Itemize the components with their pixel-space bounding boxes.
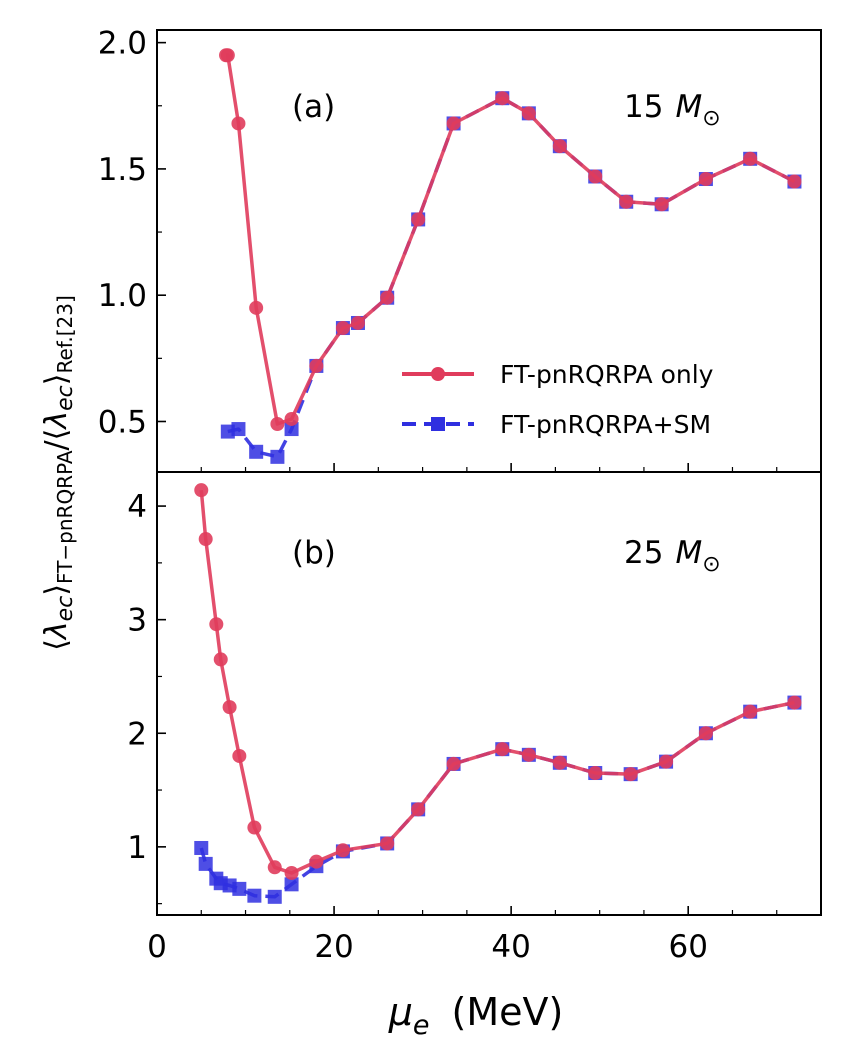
point-ft-only <box>588 169 603 184</box>
mass-number: 25 <box>624 535 663 571</box>
mass-symbol: M <box>675 535 702 571</box>
legend-marker-ft-only <box>431 367 445 381</box>
point-ft-only <box>380 836 395 851</box>
legend: FT-pnRQRPA only FT-pnRQRPA+SM <box>402 360 714 439</box>
legend-label-ft-sm: FT-pnRQRPA+SM <box>500 410 711 439</box>
point-ft-only <box>335 843 350 858</box>
legend-marker-ft-sm <box>431 417 445 431</box>
point-ft-only <box>284 411 299 426</box>
mass-subscript: ⊙ <box>702 552 720 577</box>
point-ft-only <box>335 321 350 336</box>
y-tick-label: 1.0 <box>98 278 147 314</box>
point-ft-only <box>698 172 713 187</box>
point-ft-only <box>787 174 802 189</box>
point-ft-only <box>309 854 324 869</box>
y-tick-label: 1 <box>127 830 147 866</box>
point-ft-only <box>743 704 758 719</box>
plot-area <box>219 48 802 464</box>
point-ft-only <box>249 300 264 315</box>
point-ft-only <box>309 358 324 373</box>
y-tick-label: 2 <box>127 716 147 752</box>
panel-b-label: (b) <box>292 535 336 571</box>
plot-area <box>194 483 802 904</box>
x-axis-symbol: μ <box>388 990 413 1034</box>
point-ft-only <box>231 116 246 131</box>
plot-frame <box>156 471 822 916</box>
x-tick-label: 40 <box>491 929 530 965</box>
point-ft-only <box>521 106 536 121</box>
point-ft-only <box>552 139 567 154</box>
point-ft-only <box>698 726 713 741</box>
point-ft-only <box>588 766 603 781</box>
point-ft-sm <box>194 840 209 855</box>
point-ft-only <box>267 860 282 875</box>
point-ft-sm <box>284 422 299 437</box>
point-ft-only <box>220 48 235 63</box>
point-ft-sm <box>231 422 246 437</box>
point-ft-only <box>659 754 674 769</box>
mass-subscript: ⊙ <box>702 106 720 131</box>
panel-a-mass-annotation: 15 M⊙ <box>624 89 721 131</box>
panel-a-label: (a) <box>292 89 335 125</box>
y-tick-label: 0.5 <box>98 404 147 440</box>
point-ft-only <box>623 767 638 782</box>
series-line-ft-only <box>199 490 795 875</box>
x-tick-label: 60 <box>668 929 707 965</box>
series-line-ft-sm <box>227 96 796 459</box>
panel-a: 0.5 1.0 1.5 2.0 <box>98 26 822 473</box>
point-ft-only <box>198 532 213 547</box>
point-ft-only <box>446 756 461 771</box>
x-tick-label: 20 <box>314 929 353 965</box>
point-ft-sm <box>220 424 235 439</box>
point-ft-only <box>222 700 237 715</box>
x-axis-label: μe (MeV) <box>388 990 564 1041</box>
point-ft-only <box>350 315 365 330</box>
y-tick-label: 2.0 <box>98 26 147 62</box>
mass-number: 15 <box>624 89 663 125</box>
point-ft-only <box>411 212 426 227</box>
point-ft-only <box>411 802 426 817</box>
point-ft-only <box>284 865 299 880</box>
point-ft-only <box>495 91 510 106</box>
point-ft-sm <box>284 877 299 892</box>
x-tick-label: 0 <box>147 929 167 965</box>
plot-frame <box>156 29 822 473</box>
point-ft-sm <box>249 444 264 459</box>
legend-label-ft-only: FT-pnRQRPA only <box>500 360 714 389</box>
point-ft-only <box>619 194 634 209</box>
point-ft-only <box>380 290 395 305</box>
point-ft-only <box>213 652 228 667</box>
point-ft-only <box>743 151 758 166</box>
point-ft-only <box>654 197 669 212</box>
point-ft-sm <box>232 881 247 896</box>
point-ft-only <box>552 755 567 770</box>
point-ft-sm <box>270 449 285 464</box>
y-tick-label: 4 <box>127 489 147 525</box>
point-ft-sm <box>247 888 262 903</box>
point-ft-only <box>209 617 224 632</box>
mass-symbol: M <box>675 89 702 125</box>
x-axis-subscript: e <box>413 1010 430 1041</box>
x-axis-unit: (MeV) <box>452 990 564 1034</box>
y-tick-label: 3 <box>127 603 147 639</box>
point-ft-only <box>446 116 461 131</box>
point-ft-only <box>495 742 510 757</box>
point-ft-sm <box>267 889 282 904</box>
point-ft-only <box>787 695 802 710</box>
point-ft-sm <box>198 856 213 871</box>
point-ft-only <box>247 820 262 835</box>
point-ft-only <box>270 417 285 432</box>
panel-b-mass-annotation: 25 M⊙ <box>624 535 721 577</box>
point-ft-only <box>521 747 536 762</box>
y-axis-label: ⟨λec⟩FT−pnRQRPA/⟨λec⟩Ref.[23] <box>39 295 78 651</box>
point-ft-only <box>194 483 209 498</box>
point-ft-only <box>232 748 247 763</box>
y-tick-label: 1.5 <box>98 152 147 188</box>
